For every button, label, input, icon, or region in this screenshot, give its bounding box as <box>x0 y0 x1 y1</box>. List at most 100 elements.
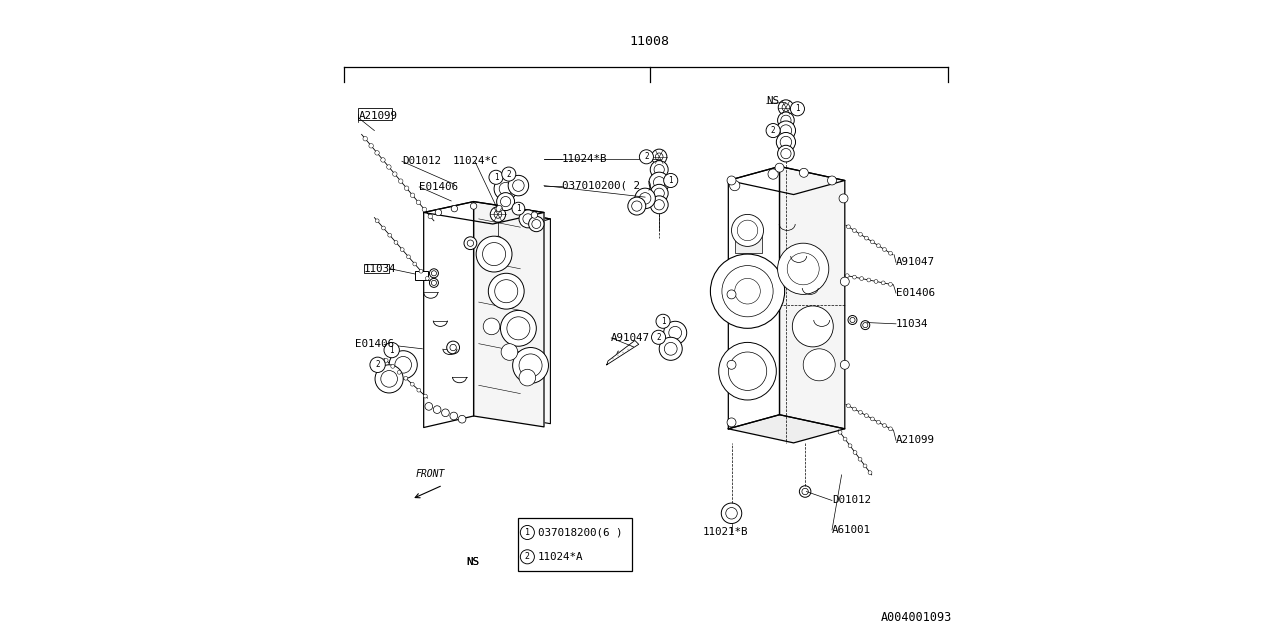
Circle shape <box>859 410 863 414</box>
Circle shape <box>882 424 886 428</box>
Text: 11008: 11008 <box>630 35 669 48</box>
Circle shape <box>429 278 438 287</box>
Circle shape <box>655 153 663 161</box>
Polygon shape <box>607 340 639 365</box>
Bar <box>364 264 389 273</box>
Circle shape <box>728 352 767 390</box>
Circle shape <box>375 219 379 223</box>
Circle shape <box>777 112 794 129</box>
Text: 2: 2 <box>657 333 660 342</box>
Circle shape <box>394 356 412 373</box>
Circle shape <box>659 337 682 360</box>
Circle shape <box>476 236 512 272</box>
Circle shape <box>657 314 671 328</box>
Circle shape <box>407 255 411 259</box>
Circle shape <box>781 148 791 159</box>
Circle shape <box>852 275 856 279</box>
Text: 11034: 11034 <box>896 319 928 329</box>
Circle shape <box>877 244 881 248</box>
Text: A91047: A91047 <box>612 333 650 343</box>
Circle shape <box>411 382 415 386</box>
Text: NS: NS <box>466 557 479 567</box>
Circle shape <box>502 344 518 360</box>
Circle shape <box>380 157 385 162</box>
Circle shape <box>632 201 643 211</box>
Circle shape <box>849 316 858 324</box>
Circle shape <box>828 176 837 185</box>
Circle shape <box>854 451 858 454</box>
Circle shape <box>375 365 403 393</box>
Circle shape <box>737 220 758 241</box>
Circle shape <box>778 243 829 294</box>
Circle shape <box>521 550 535 564</box>
Circle shape <box>640 150 653 164</box>
Circle shape <box>882 248 886 252</box>
Circle shape <box>417 388 421 392</box>
Circle shape <box>852 407 856 411</box>
Circle shape <box>467 240 474 246</box>
Circle shape <box>726 508 737 519</box>
Polygon shape <box>424 202 544 224</box>
Circle shape <box>452 205 458 212</box>
Circle shape <box>776 132 796 152</box>
Bar <box>735 234 762 253</box>
Circle shape <box>532 220 541 228</box>
Circle shape <box>403 376 407 380</box>
Circle shape <box>500 196 511 207</box>
Circle shape <box>863 323 868 328</box>
Text: 1: 1 <box>660 317 666 326</box>
Circle shape <box>791 102 805 116</box>
Circle shape <box>882 281 886 285</box>
Text: 11024*C: 11024*C <box>453 156 499 166</box>
Text: 1: 1 <box>525 528 530 537</box>
Circle shape <box>494 236 502 244</box>
Circle shape <box>722 266 773 317</box>
Circle shape <box>778 100 794 115</box>
Circle shape <box>447 341 460 354</box>
Polygon shape <box>474 202 544 427</box>
Circle shape <box>654 164 664 175</box>
Polygon shape <box>424 202 474 428</box>
Circle shape <box>799 168 809 177</box>
Circle shape <box>521 525 535 540</box>
Circle shape <box>650 196 668 214</box>
Circle shape <box>844 437 847 441</box>
Circle shape <box>393 172 397 176</box>
Circle shape <box>465 237 476 250</box>
Circle shape <box>499 182 512 195</box>
Circle shape <box>394 241 398 244</box>
Circle shape <box>370 357 385 372</box>
Circle shape <box>840 360 850 369</box>
Circle shape <box>710 254 785 328</box>
Circle shape <box>500 310 536 346</box>
Circle shape <box>364 136 367 141</box>
Circle shape <box>877 420 881 424</box>
Circle shape <box>840 277 850 286</box>
Circle shape <box>845 274 849 278</box>
Bar <box>358 108 392 120</box>
Circle shape <box>863 464 867 468</box>
Circle shape <box>860 321 870 330</box>
Circle shape <box>787 253 819 285</box>
Polygon shape <box>780 166 845 429</box>
Circle shape <box>801 488 809 495</box>
Circle shape <box>652 149 667 164</box>
Polygon shape <box>444 208 550 230</box>
Circle shape <box>489 170 503 184</box>
Circle shape <box>864 236 868 240</box>
Text: 2: 2 <box>771 126 776 135</box>
Circle shape <box>650 184 668 202</box>
Circle shape <box>424 394 428 398</box>
Circle shape <box>384 342 399 358</box>
Circle shape <box>520 354 543 377</box>
Circle shape <box>777 145 794 162</box>
Circle shape <box>852 228 856 232</box>
Text: 11024*B: 11024*B <box>562 154 608 164</box>
Circle shape <box>489 273 525 309</box>
Circle shape <box>529 216 544 232</box>
Circle shape <box>627 197 646 215</box>
Text: 11024*A: 11024*A <box>538 552 584 562</box>
Bar <box>415 271 428 280</box>
Polygon shape <box>728 166 845 195</box>
Bar <box>518 518 632 571</box>
